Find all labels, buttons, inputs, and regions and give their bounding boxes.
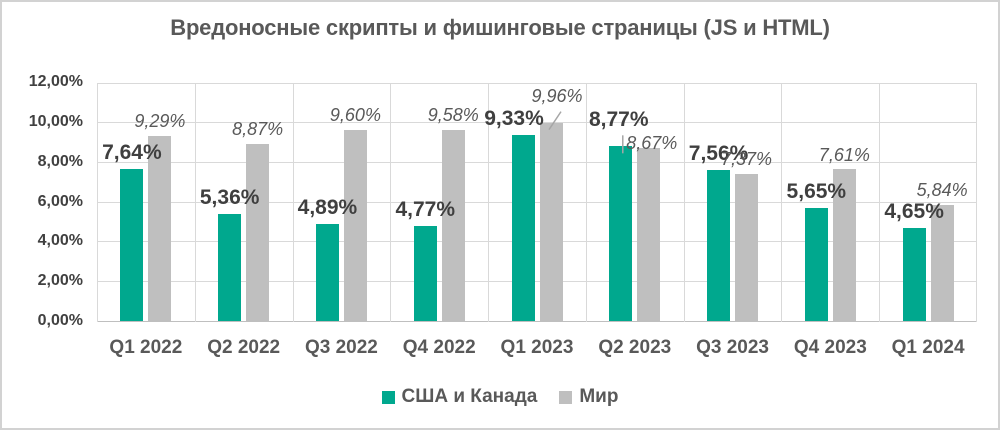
x-axis-category-label: Q4 2023 [793, 337, 867, 358]
plot-area: 7,64% 9,29% 5,36% 8,87% 4,89% 9,60% 4,77% 9,58%… [97, 83, 977, 322]
bar-world [832, 169, 856, 321]
data-label-usa-canada: 4,65% [884, 200, 944, 224]
data-label-usa-canada: 4,77% [395, 197, 455, 221]
horizontal-gridline [97, 281, 977, 283]
legend-item-world: Мир [559, 386, 618, 408]
bar-world [148, 135, 172, 321]
data-label-usa-canada: 5,65% [786, 180, 847, 204]
y-axis-tick-label: 12,00% [28, 73, 83, 90]
legend-label: Мир [579, 386, 619, 407]
horizontal-gridline [97, 321, 977, 322]
vertical-gridline [293, 83, 294, 322]
vertical-gridline [390, 83, 391, 322]
bar-usa-canada [315, 223, 339, 321]
y-axis-tick-label: 6,00% [37, 192, 83, 210]
legend-swatch [381, 390, 395, 404]
bar-usa-canada [413, 226, 437, 321]
vertical-gridline [195, 83, 196, 322]
x-axis-category-label: Q4 2022 [402, 337, 476, 358]
data-label-world: 9,58% [427, 105, 479, 126]
vertical-gridline [684, 83, 685, 322]
x-axis-category-label: Q3 2023 [696, 337, 769, 358]
data-label-world: 7,37% [721, 149, 773, 170]
data-label-world: 9,60% [329, 104, 381, 125]
bar-usa-canada [902, 228, 926, 321]
legend: США и Канада Мир [2, 386, 998, 408]
data-label-world: 9,29% [134, 111, 186, 132]
bar-world [539, 122, 563, 321]
vertical-gridline [488, 83, 489, 322]
bar-usa-canada [804, 208, 828, 321]
x-axis-category-label: Q3 2022 [304, 337, 378, 358]
data-label-usa-canada: 5,36% [199, 186, 260, 210]
label-leader-line [548, 111, 562, 131]
bar-usa-canada [707, 170, 731, 321]
y-axis-tick-label: 10,00% [28, 112, 83, 130]
leader-lines [548, 111, 624, 154]
data-label-world: 8,67% [626, 133, 678, 154]
chart-title: Вредоносные скрипты и фишинговые страниц… [170, 15, 830, 40]
horizontal-gridline [97, 121, 977, 123]
bar-world [343, 129, 367, 321]
bar-world [637, 148, 661, 321]
legend-label: США и Канада [401, 386, 538, 407]
data-label-usa-canada: 7,56% [688, 142, 749, 166]
x-axis-category-label: Q1 2024 [891, 337, 965, 358]
bar-world [246, 144, 270, 321]
data-label-usa-canada: 8,77% [588, 108, 649, 132]
data-label-usa-canada: 4,89% [297, 195, 358, 219]
data-label-world: 9,96% [531, 85, 583, 106]
legend-swatch [559, 390, 573, 404]
bar-world [735, 174, 759, 321]
x-axis-category-label: Q1 2022 [109, 337, 183, 358]
vertical-gridline [781, 83, 782, 322]
horizontal-gridline [97, 161, 977, 163]
horizontal-gridline [97, 201, 977, 203]
bar-usa-canada [511, 135, 535, 321]
x-axis-category-label: Q1 2023 [500, 337, 574, 358]
horizontal-gridline [97, 241, 977, 243]
bar-world [441, 130, 465, 321]
y-axis-tick-label: 0,00% [37, 312, 83, 329]
vertical-gridline [976, 83, 977, 322]
bar-usa-canada [218, 214, 242, 321]
vertical-gridline [586, 83, 587, 322]
vertical-gridline [97, 83, 98, 322]
data-label-world: 7,61% [818, 144, 870, 165]
data-label-usa-canada: 9,33% [484, 107, 544, 131]
horizontal-gridline [97, 83, 977, 84]
data-label-world: 5,84% [916, 179, 968, 200]
data-label-usa-canada: 7,64% [102, 140, 162, 164]
bar-world [930, 204, 954, 321]
x-axis-category-label: Q2 2023 [598, 337, 672, 358]
y-axis-tick-label: 8,00% [37, 152, 83, 170]
data-label-world: 8,87% [232, 119, 284, 140]
legend-item-usa-canada: США и Канада [381, 386, 538, 408]
y-axis-tick-label: 2,00% [37, 272, 83, 290]
vertical-gridline [879, 83, 880, 322]
y-axis-tick-label: 4,00% [37, 232, 83, 250]
bar-usa-canada [609, 146, 633, 321]
bar-usa-canada [120, 168, 144, 321]
x-axis-category-label: Q2 2022 [207, 337, 281, 358]
